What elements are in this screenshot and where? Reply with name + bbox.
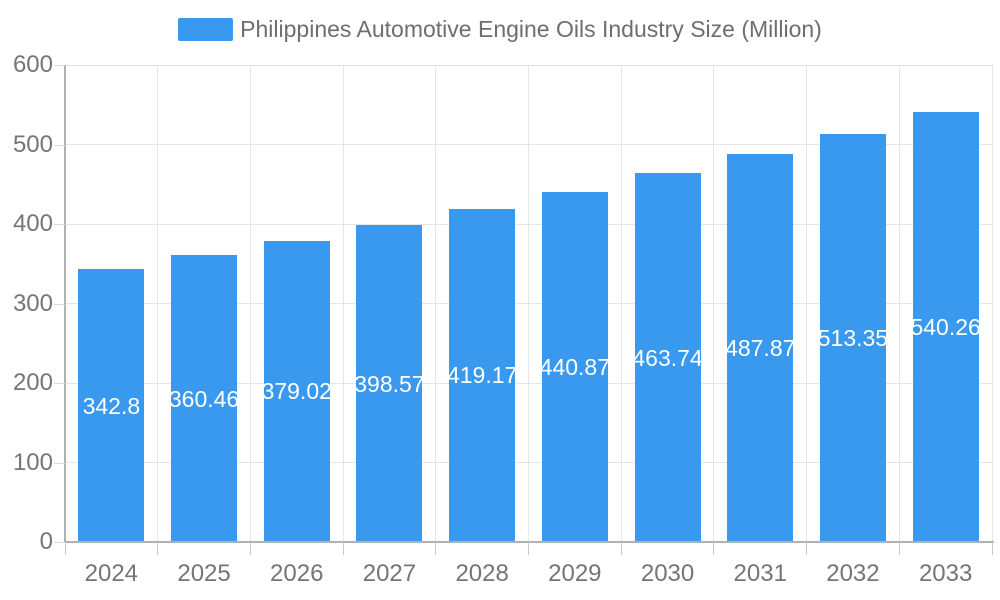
x-axis-label-2027: 2027	[362, 560, 417, 587]
x-axis-label-2032: 2032	[826, 560, 880, 587]
y-tick-200	[54, 383, 65, 384]
y-axis-label-400: 400	[12, 210, 53, 237]
legend-swatch	[178, 18, 234, 41]
x-tick-2	[249, 542, 251, 555]
bar-2031[interactable]	[727, 154, 794, 542]
bar-2024[interactable]	[78, 269, 145, 542]
x-gridline-1	[157, 65, 159, 542]
x-tick-3	[342, 542, 344, 555]
bar-2029[interactable]	[541, 191, 608, 542]
bar-2026[interactable]	[263, 240, 330, 542]
y-axis-label-200: 200	[12, 369, 53, 396]
x-axis-label-2028: 2028	[455, 560, 509, 587]
y-axis-label-500: 500	[12, 130, 53, 158]
y-axis-label-100: 100	[12, 448, 53, 476]
x-axis-label-2025: 2025	[177, 560, 231, 587]
x-tick-7	[713, 542, 715, 555]
bar-2033[interactable]	[912, 112, 979, 542]
x-gridline-2	[249, 65, 251, 542]
x-gridline-5	[528, 65, 529, 542]
y-axis-line	[64, 65, 66, 542]
x-axis-label-2026: 2026	[270, 560, 324, 587]
bar-2025[interactable]	[171, 255, 238, 542]
y-axis-label-600: 600	[12, 51, 53, 78]
x-axis-label-2031: 2031	[733, 560, 787, 587]
x-tick-6	[620, 542, 622, 555]
x-axis-label-2024: 2024	[84, 560, 139, 587]
x-axis-label-2033: 2033	[918, 560, 973, 587]
y-axis-label-0: 0	[39, 528, 53, 555]
x-axis-line	[64, 541, 994, 543]
x-gridline-9	[898, 65, 900, 542]
x-tick-8	[806, 542, 808, 555]
x-tick-0	[64, 542, 66, 555]
x-gridline-7	[713, 65, 715, 542]
y-tick-600	[54, 65, 65, 66]
bar-2032[interactable]	[819, 133, 886, 542]
legend[interactable]: Philippines Automotive Engine Oils Indus…	[0, 16, 1000, 43]
plot-area: 342.8 360.46 379.02 398.57 419.17 440.87 463.7…	[65, 64, 993, 542]
bar-2028[interactable]	[449, 208, 516, 542]
x-gridline-6	[620, 65, 622, 542]
x-tick-10	[991, 542, 993, 555]
x-axis-label-2030: 2030	[640, 560, 695, 587]
x-tick-1	[157, 542, 159, 555]
y-tick-300	[54, 303, 65, 305]
bar-2030[interactable]	[634, 173, 701, 542]
x-gridline-3	[342, 65, 344, 542]
y-axis-label-300: 300	[12, 289, 53, 317]
x-tick-5	[528, 542, 529, 555]
y-tick-100	[54, 462, 65, 464]
x-gridline-4	[435, 65, 437, 542]
y-tick-0	[54, 542, 65, 543]
x-tick-4	[435, 542, 437, 555]
x-tick-9	[898, 542, 900, 555]
bar-2027[interactable]	[356, 225, 423, 542]
x-gridline-8	[806, 65, 808, 542]
x-axis-label-2029: 2029	[548, 560, 602, 587]
y-tick-400	[54, 224, 65, 225]
y-tick-500	[54, 144, 65, 146]
x-gridline-10	[991, 65, 993, 542]
legend-label: Philippines Automotive Engine Oils Indus…	[240, 16, 822, 42]
